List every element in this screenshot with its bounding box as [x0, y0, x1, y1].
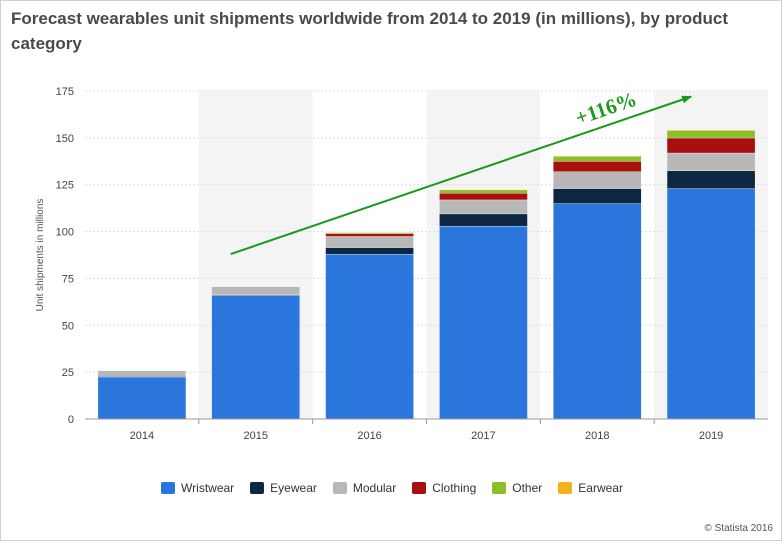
bar-2014-modular: [98, 370, 186, 377]
legend-item-clothing[interactable]: Clothing: [412, 481, 476, 495]
bar-2018-modular: [553, 171, 642, 189]
legend-item-other[interactable]: Other: [492, 481, 542, 495]
y-tick-label-75: 75: [62, 273, 74, 285]
legend-label-eyewear: Eyewear: [270, 481, 317, 495]
x-tick-label-2014: 2014: [130, 430, 154, 442]
bar-2019-eyewear: [667, 170, 755, 189]
legend-label-other: Other: [512, 481, 543, 495]
growth-arrow: [230, 95, 693, 256]
bar-2016-modular: [325, 236, 414, 248]
y-tick-label-50: 50: [62, 320, 74, 332]
legend-label-modular: Modular: [352, 481, 397, 495]
x-tick-label-2015: 2015: [244, 430, 268, 442]
bar-2018-eyewear: [553, 188, 642, 204]
bar-2016-wristwear: [325, 254, 414, 419]
growth-annotation-label: +116%: [572, 87, 640, 130]
bar-2019-earwear: [667, 129, 755, 131]
legend-label-earwear: Earwear: [578, 481, 623, 495]
x-tick-label-2017: 2017: [471, 430, 495, 442]
x-tick-label-2019: 2019: [699, 430, 723, 442]
y-tick-label-175: 175: [56, 86, 74, 98]
bar-2018-wristwear: [553, 203, 642, 419]
bar-2018-other: [553, 156, 642, 162]
bar-2019-wristwear: [667, 188, 755, 419]
legend-item-modular[interactable]: Modular: [332, 481, 397, 495]
bar-2018-clothing: [553, 161, 642, 172]
bar-2019-clothing: [667, 137, 755, 153]
y-tick-label-150: 150: [56, 133, 74, 145]
bar-2019-other: [667, 130, 755, 138]
chart-title: Forecast wearables unit shipments worldw…: [11, 9, 728, 53]
bar-2017-modular: [439, 199, 528, 214]
legend-swatch-eyewear: [250, 482, 265, 494]
statista-credit: © Statista 2016: [704, 523, 773, 534]
bar-2017-clothing: [439, 193, 528, 200]
y-tick-label-125: 125: [56, 180, 74, 192]
y-axis-title: Unit shipments in millions: [35, 199, 46, 312]
legend-swatch-clothing: [412, 482, 427, 494]
legend-item-eyewear[interactable]: Eyewear: [250, 481, 317, 495]
bar-2017-other: [439, 189, 528, 194]
bar-2015-modular: [211, 286, 300, 295]
bar-2016-eyewear: [325, 247, 414, 255]
legend-swatch-modular: [332, 482, 347, 494]
bar-2017-eyewear: [439, 213, 528, 226]
legend-swatch-other: [492, 482, 507, 494]
legend-label-wristwear: Wristwear: [181, 481, 235, 495]
legend-label-clothing: Clothing: [432, 481, 477, 495]
y-tick-label-0: 0: [68, 414, 74, 426]
bar-2019-modular: [667, 152, 755, 171]
y-tick-label-25: 25: [62, 367, 74, 379]
x-tick-label-2018: 2018: [585, 430, 609, 442]
bar-2015-wristwear: [211, 295, 300, 419]
chart-legend: Wristwear Eyewear Modular Clothing Other Earw…: [1, 481, 782, 495]
legend-swatch-wristwear: [161, 482, 176, 494]
bar-2016-other: [325, 232, 414, 234]
legend-swatch-earwear: [558, 482, 573, 494]
bar-2016-clothing: [325, 233, 414, 237]
bar-2017-wristwear: [439, 225, 528, 419]
y-tick-label-100: 100: [56, 227, 74, 239]
x-tick-label-2016: 2016: [357, 430, 381, 442]
legend-item-wristwear[interactable]: Wristwear: [161, 481, 234, 495]
legend-item-earwear[interactable]: Earwear: [558, 481, 623, 495]
bar-2014-wristwear: [98, 376, 186, 419]
